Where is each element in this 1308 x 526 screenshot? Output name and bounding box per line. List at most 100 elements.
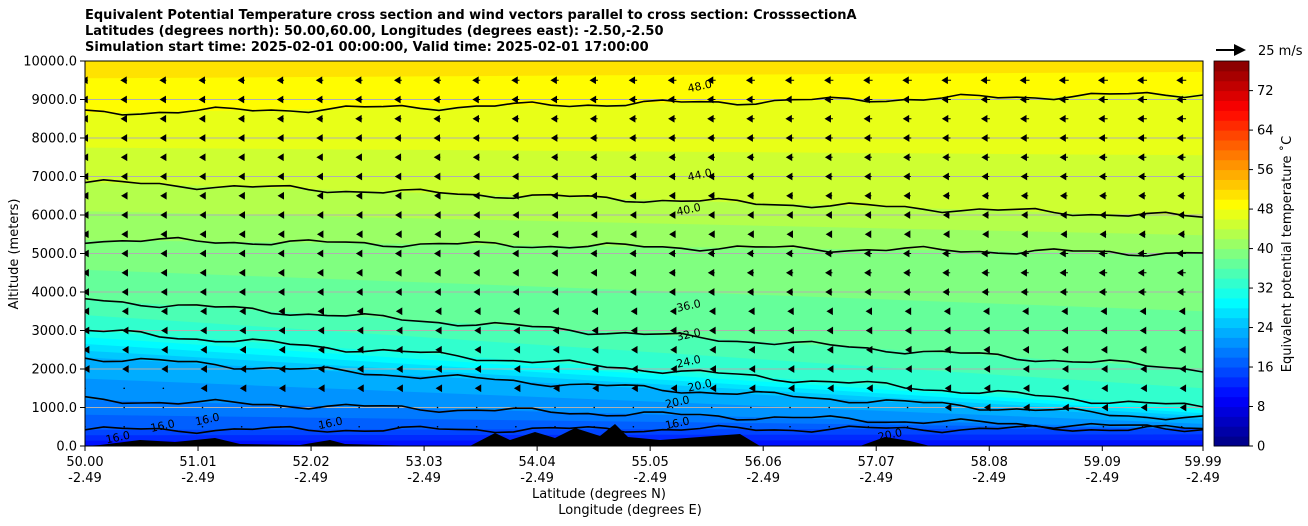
contour-label: 16.0	[105, 429, 132, 447]
wind-vector	[160, 307, 168, 316]
wind-vector	[1098, 114, 1108, 123]
wind-vector	[395, 230, 402, 239]
wind-vector	[473, 249, 480, 258]
wind-vector	[824, 153, 833, 162]
wind-vector	[980, 76, 991, 85]
wind-vector	[866, 384, 873, 393]
wind-vector	[630, 326, 638, 335]
colorbar-tick-label: 16	[1257, 361, 1274, 376]
wind-vector	[748, 384, 756, 393]
wind-vector	[120, 95, 127, 104]
wind-vector	[944, 384, 952, 393]
wind-vector	[746, 172, 754, 181]
wind-vector	[1099, 191, 1107, 200]
x-axis: 50.00-2.4951.01-2.4952.02-2.4953.03-2.49…	[66, 446, 1222, 486]
wind-vector	[902, 249, 912, 258]
wind-vector	[903, 211, 911, 219]
wind-vector	[552, 345, 560, 354]
wind-vector	[1019, 95, 1030, 104]
wind-vector	[786, 288, 793, 296]
wind-vector	[826, 365, 834, 373]
wind-vector	[590, 230, 598, 239]
wind-vector	[867, 406, 870, 409]
contour-line-32	[85, 329, 1203, 408]
colorbar-segment	[1214, 327, 1249, 338]
wind-vector	[902, 95, 912, 104]
wind-vector	[629, 172, 637, 181]
wind-vector	[944, 326, 951, 335]
wind-vector	[828, 425, 831, 428]
wind-vector	[632, 425, 635, 428]
wind-vector	[276, 95, 284, 104]
wind-vector	[1176, 134, 1186, 142]
wind-vector	[280, 425, 282, 428]
wind-vector	[1138, 211, 1146, 219]
wind-vector	[789, 425, 791, 428]
wind-vector	[474, 365, 482, 373]
wind-vector	[709, 365, 716, 373]
wind-vector	[358, 406, 360, 409]
wind-vector	[199, 268, 207, 277]
wind-vector	[669, 230, 676, 239]
grid-lines	[85, 61, 1203, 446]
contour-lines	[85, 91, 1203, 435]
wind-vector	[434, 268, 441, 277]
wind-vector	[590, 153, 598, 162]
wind-vector	[394, 95, 402, 104]
wind-vector	[668, 268, 676, 277]
wind-vector	[240, 425, 243, 428]
wind-vector	[395, 211, 402, 219]
wind-vector	[670, 326, 677, 335]
wind-vector	[85, 268, 89, 277]
wind-vector	[394, 114, 402, 123]
wind-vector	[746, 153, 755, 162]
wind-vector	[1178, 307, 1186, 316]
wind-vector	[434, 307, 442, 316]
wind-vector	[824, 95, 834, 104]
colorbar-segment	[1214, 228, 1249, 240]
wind-vector	[121, 307, 129, 316]
wind-vector	[1176, 95, 1187, 104]
wind-vector	[1023, 403, 1030, 412]
wind-vector	[513, 384, 521, 393]
wind-vector	[786, 230, 793, 239]
wind-vector	[944, 345, 951, 354]
wind-vector	[1179, 403, 1187, 412]
wind-vector	[511, 114, 520, 123]
wind-vector	[1140, 403, 1148, 412]
x-tick-label-latitude: 54.04	[519, 455, 556, 470]
x-tick-label-longitude: -2.49	[181, 471, 215, 486]
colorbar-tick-label: 0	[1257, 440, 1265, 455]
wind-vector	[983, 345, 990, 354]
wind-vector	[593, 406, 595, 409]
wind-vector	[435, 384, 443, 393]
wind-vector	[670, 365, 677, 373]
wind-vector	[239, 326, 246, 335]
wind-vector	[903, 191, 911, 200]
wind-vector	[628, 114, 637, 123]
wind-vector	[120, 172, 128, 181]
wind-vector	[1140, 384, 1147, 393]
x-tick-label-longitude: -2.49	[1186, 471, 1220, 486]
wind-vector	[785, 114, 794, 123]
wind-vector	[552, 326, 560, 335]
wind-vector	[356, 230, 363, 239]
wind-vector	[238, 172, 245, 181]
wind-vector	[747, 288, 754, 296]
colorbar-segment	[1214, 80, 1249, 92]
wind-vector	[278, 307, 285, 316]
wind-vector	[1138, 230, 1146, 239]
wind-vector	[200, 345, 207, 354]
wind-vector	[630, 307, 638, 316]
wind-vector	[982, 230, 989, 239]
wind-vector	[903, 268, 911, 277]
wind-vector	[199, 153, 206, 162]
wind-vector	[121, 249, 128, 258]
wind-vector	[433, 172, 441, 181]
wind-vector	[942, 268, 951, 277]
wind-vector	[1137, 134, 1147, 142]
colorbar-segment	[1214, 209, 1249, 220]
y-tick-label: 10000.0	[23, 55, 77, 70]
y-tick-label: 6000.0	[32, 209, 78, 224]
wind-vector	[238, 211, 246, 219]
